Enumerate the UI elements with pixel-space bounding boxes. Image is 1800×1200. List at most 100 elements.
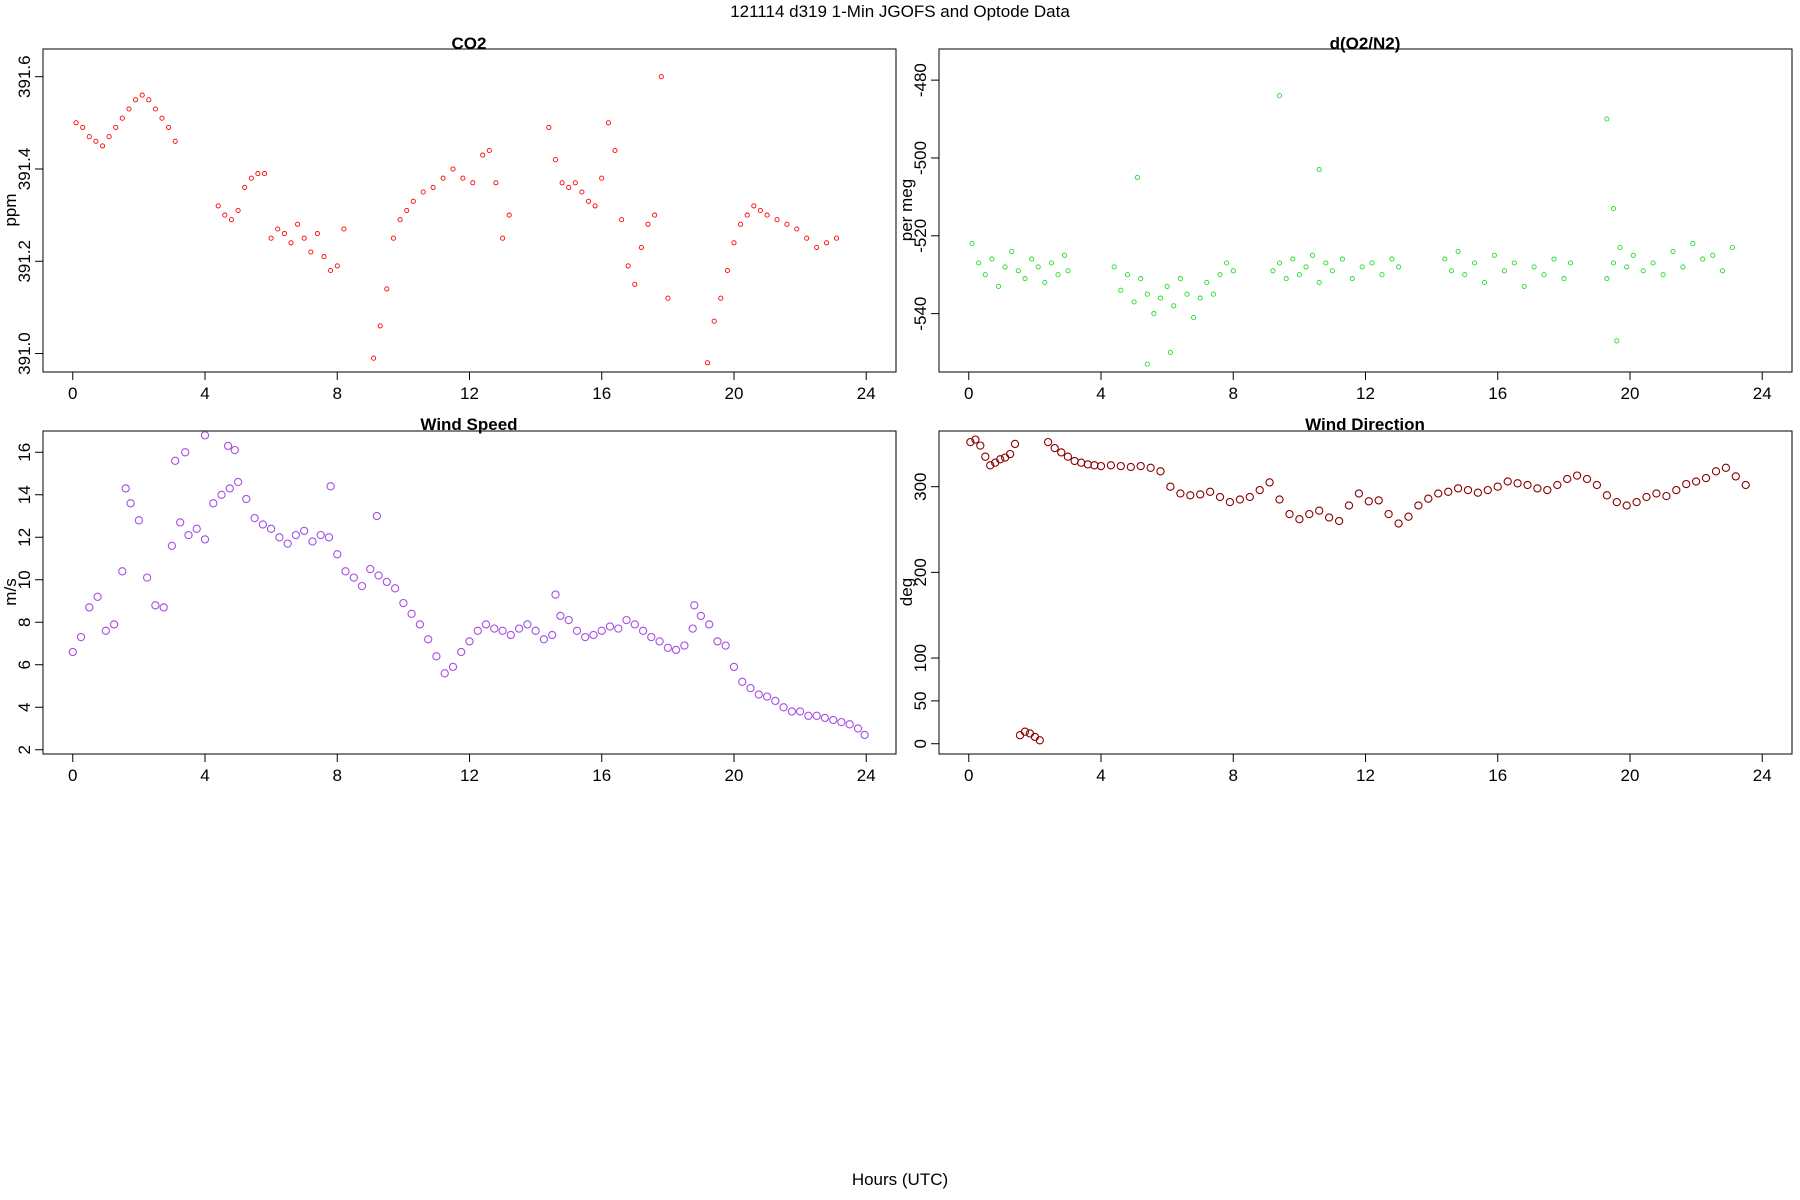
wspd-data-point bbox=[176, 518, 185, 527]
wspd-data-point bbox=[399, 598, 408, 608]
wspd-data-point bbox=[795, 707, 805, 716]
o2n2-data-point bbox=[1316, 167, 1322, 173]
o2n2-data-point bbox=[1442, 256, 1448, 262]
wdir-data-point bbox=[1533, 484, 1542, 493]
o2n2-data-point bbox=[1217, 272, 1223, 278]
wspd-data-point bbox=[181, 448, 190, 457]
o2n2-data-point bbox=[1270, 268, 1276, 274]
o2n2-ytick-label: -520 bbox=[911, 219, 930, 253]
wspd-data-point bbox=[638, 626, 648, 635]
figure-xlabel: Hours (UTC) bbox=[851, 1170, 949, 1189]
co2-data-point bbox=[328, 267, 334, 274]
wdir-data-point bbox=[1083, 460, 1092, 469]
wspd-data-point bbox=[300, 526, 309, 536]
o2n2-data-point bbox=[1015, 268, 1021, 274]
wdir-data-point bbox=[1005, 449, 1015, 459]
wspd-ytick-label: 14 bbox=[15, 485, 34, 504]
wdir-data-point bbox=[1523, 480, 1532, 490]
co2-data-point bbox=[599, 175, 605, 181]
wdir-data-point bbox=[1324, 513, 1334, 522]
wspd-data-point bbox=[671, 645, 681, 655]
wspd-data-point bbox=[217, 490, 226, 499]
wspd-data-point bbox=[448, 662, 458, 672]
co2-data-point bbox=[126, 106, 132, 112]
wdir-data-point bbox=[1741, 480, 1750, 490]
wdir-data-point bbox=[1096, 461, 1106, 471]
co2-data-point bbox=[450, 166, 456, 172]
panel-o2n2-frame bbox=[938, 48, 1793, 373]
o2n2-data-point bbox=[1276, 260, 1283, 266]
wspd-data-point bbox=[357, 581, 367, 591]
panel-co2-ylabel: ppm bbox=[1, 193, 20, 226]
wdir-data-point bbox=[1334, 516, 1344, 526]
co2-data-point bbox=[235, 207, 241, 214]
o2n2-data-point bbox=[1316, 279, 1322, 286]
wspd-data-point bbox=[151, 601, 160, 610]
wspd-data-point bbox=[812, 711, 821, 720]
wdir-data-point bbox=[1146, 463, 1155, 472]
o2n2-data-point bbox=[1230, 268, 1236, 274]
wdir-data-point bbox=[1384, 509, 1393, 519]
o2n2-data-point bbox=[1720, 268, 1726, 274]
co2-data-point bbox=[404, 207, 410, 214]
panel-wspd-frame bbox=[42, 430, 897, 755]
wspd-data-point bbox=[171, 456, 180, 465]
wspd-data-point bbox=[680, 641, 689, 650]
wdir-data-point bbox=[1275, 495, 1284, 504]
wspd-data-point bbox=[407, 609, 416, 618]
co2-data-point bbox=[619, 217, 625, 223]
o2n2-data-point bbox=[1224, 260, 1230, 266]
co2-data-point bbox=[281, 231, 287, 237]
wdir-data-point bbox=[1043, 437, 1053, 447]
wdir-data-point bbox=[976, 441, 985, 450]
figure-title: 121114 d319 1-Min JGOFS and Optode Data bbox=[730, 2, 1070, 21]
o2n2-data-point bbox=[1191, 314, 1197, 321]
o2n2-data-point bbox=[1396, 264, 1402, 270]
o2n2-data-point bbox=[969, 241, 975, 247]
wspd-data-point bbox=[68, 647, 77, 657]
o2n2-data-point bbox=[1144, 361, 1150, 367]
wdir-ytick-label: 300 bbox=[911, 473, 930, 501]
wdir-data-point bbox=[1374, 496, 1383, 505]
o2n2-data-point bbox=[1065, 268, 1071, 274]
co2-data-point bbox=[106, 134, 112, 140]
o2n2-data-point bbox=[1511, 260, 1517, 266]
co2-data-point bbox=[261, 171, 268, 177]
wdir-data-point bbox=[1235, 495, 1245, 504]
co2-ytick-label: 391.6 bbox=[15, 55, 34, 98]
wdir-data-point bbox=[1295, 515, 1304, 524]
wdir-data-point bbox=[1035, 736, 1044, 745]
panel-co2-frame bbox=[42, 48, 897, 373]
o2n2-data-point bbox=[1389, 256, 1395, 262]
wdir-data-point bbox=[1364, 497, 1373, 506]
wspd-data-point bbox=[225, 484, 234, 493]
wdir-xtick-label: 12 bbox=[1356, 766, 1375, 785]
co2-data-point bbox=[764, 212, 770, 218]
o2n2-data-point bbox=[995, 283, 1002, 289]
wspd-data-point bbox=[349, 573, 358, 582]
o2n2-data-point bbox=[1144, 291, 1150, 297]
o2n2-data-point bbox=[1002, 264, 1008, 270]
wspd-data-point bbox=[316, 530, 325, 540]
co2-data-point bbox=[146, 97, 152, 103]
wdir-data-point bbox=[981, 452, 990, 461]
co2-data-point bbox=[605, 120, 611, 126]
wdir-data-point bbox=[1136, 461, 1145, 471]
o2n2-data-point bbox=[1177, 276, 1183, 282]
co2-data-point bbox=[731, 240, 737, 246]
wspd-data-point bbox=[457, 647, 466, 657]
co2-data-point bbox=[139, 92, 145, 98]
wspd-data-point bbox=[853, 724, 863, 733]
co2-data-point bbox=[645, 221, 651, 227]
wspd-data-point bbox=[738, 677, 747, 686]
o2n2-data-point bbox=[1624, 264, 1630, 270]
co2-data-point bbox=[612, 147, 618, 154]
o2n2-xtick-label: 20 bbox=[1621, 384, 1640, 403]
wdir-data-point bbox=[1077, 458, 1086, 467]
wspd-data-point bbox=[424, 635, 433, 644]
wdir-data-point bbox=[1186, 491, 1195, 500]
o2n2-data-point bbox=[1009, 248, 1015, 254]
wdir-data-point bbox=[1030, 732, 1040, 742]
co2-data-point bbox=[460, 175, 466, 181]
panel-wdir: Wind Direction deg 0 4 8 12 16 20 24 0 50 100 200 3… bbox=[897, 415, 1793, 785]
